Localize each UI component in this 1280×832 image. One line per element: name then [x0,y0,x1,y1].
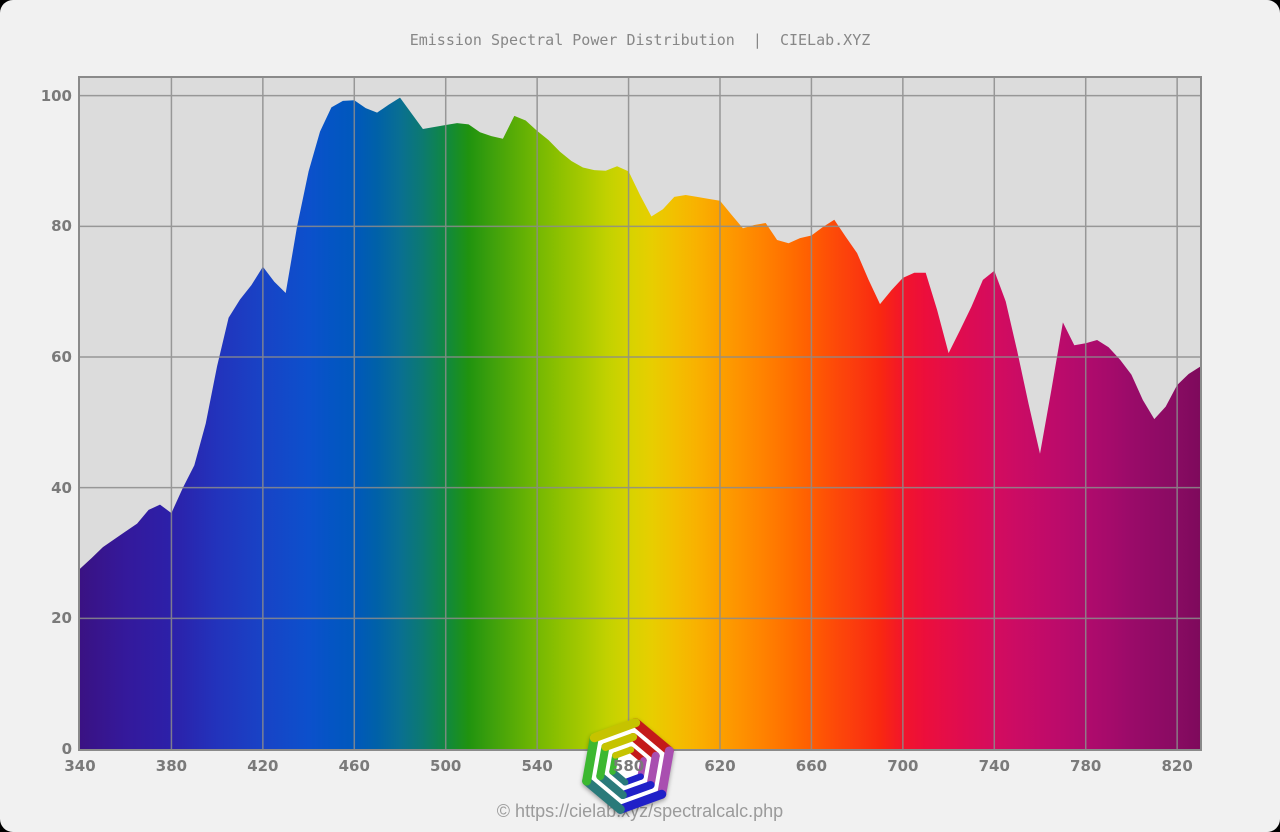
x-tick-label-780: 780 [1070,757,1102,775]
logo-ring0-yellow-segment [589,718,641,743]
logo-ring0-red-segment [631,718,674,756]
spd-area-fill [80,97,1200,749]
y-tick-label-60: 60 [51,347,72,366]
x-tick-label-460: 460 [338,757,370,775]
logo-ring1-yellow-segment [601,732,638,752]
y-tick-label-40: 40 [51,478,72,497]
x-tick-label-380: 380 [155,757,188,775]
x-tick-label-340: 340 [64,757,96,775]
logo-ring1-red-segment [629,732,660,760]
spd-chart-plot-area [78,76,1202,751]
footer-copyright-url: © https://cielab.xyz/spectralcalc.php [496,801,784,821]
x-tick-label-580: 580 [612,757,645,775]
logo-ring2-yellow-segment [612,746,635,759]
logo-ring0-teal-segment [582,776,625,814]
logo-ring0-blue-segment [615,789,667,814]
y-tick-label-20: 20 [51,609,72,628]
y-tick-label-100: 100 [40,86,72,105]
x-tick-label-700: 700 [887,757,919,775]
logo-ring1-magenta-segment [646,751,660,789]
logo-ring1-blue-segment [618,780,655,800]
y-tick-label-0: 0 [61,740,72,758]
spd-area-chart [80,78,1200,749]
x-tick-label-620: 620 [704,757,736,775]
y-tick-label-80: 80 [51,217,72,236]
cielab-hexagon-logo-icon [582,718,674,814]
x-tick-label-420: 420 [247,757,279,775]
gridlines [80,78,1200,749]
x-tick-label-740: 740 [978,757,1010,775]
chart-title: Emission Spectral Power Distribution | C… [409,31,871,49]
logo-ring1-green-segment [596,743,610,781]
logo-ring0-green-segment [582,733,599,786]
logo-ring0-magenta-segment [657,746,674,799]
x-tick-label-660: 660 [795,757,828,775]
x-tick-label-500: 500 [430,757,462,775]
x-tick-label-820: 820 [1161,757,1193,775]
logo-ring1-teal-segment [596,772,627,800]
x-tick-label-540: 540 [521,757,553,775]
